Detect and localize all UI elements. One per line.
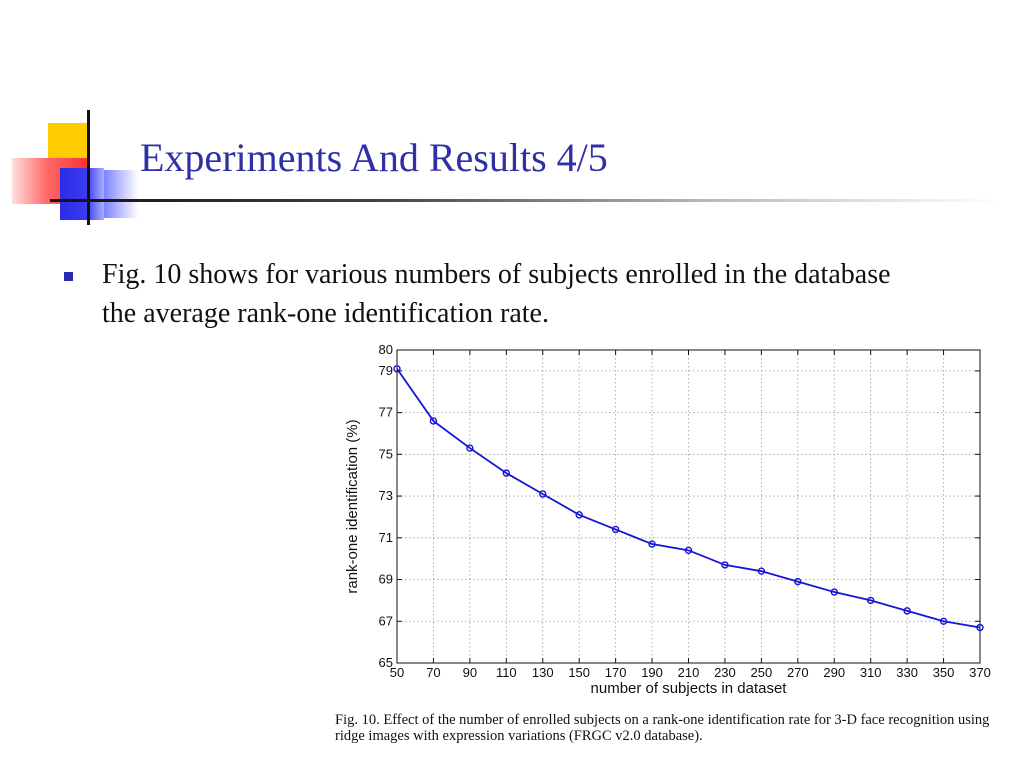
x-tick-label: 70 [426, 665, 440, 680]
data-point [611, 525, 620, 534]
x-axis-label: number of subjects in dataset [591, 680, 788, 697]
y-tick-label: 69 [379, 572, 393, 587]
data-point [502, 469, 511, 477]
data-point [757, 567, 766, 575]
figure: 65 67 69 71 73 75 77 79 80 50 70 90 110 130 150 170 190… [335, 340, 1015, 765]
y-axis-label: rank-one identification (%) [344, 419, 361, 593]
bullet-square-icon [64, 272, 73, 281]
y-tick-label: 75 [379, 446, 393, 461]
x-tick-label: 370 [969, 665, 991, 680]
decoration-vertical-line [87, 110, 90, 225]
x-tick-label: 250 [751, 665, 773, 680]
title-underline [50, 199, 1000, 202]
x-tick-label: 270 [787, 665, 809, 680]
data-point [830, 588, 838, 596]
series-markers [393, 365, 984, 632]
x-tick-label: 310 [860, 665, 882, 680]
data-point [684, 546, 693, 555]
grid-lines [397, 350, 980, 663]
x-tick-label: 330 [896, 665, 918, 680]
bullet-text: Fig. 10 shows for various numbers of sub… [102, 259, 891, 329]
x-tick-label: 110 [496, 665, 517, 680]
x-tick-label: 190 [641, 665, 663, 680]
x-tick-label: 350 [933, 665, 955, 680]
decoration-blue-fade [104, 170, 138, 218]
x-tick-label: 50 [390, 665, 404, 680]
data-point [976, 623, 984, 632]
data-point [939, 617, 948, 625]
data-point [466, 444, 474, 452]
x-tick-label: 170 [605, 665, 627, 680]
data-point [903, 607, 911, 615]
decoration-blue-block [60, 168, 104, 220]
y-tick-label: 77 [379, 405, 393, 420]
data-point [429, 417, 438, 425]
data-point [539, 490, 547, 498]
x-tick-label: 210 [678, 665, 700, 680]
y-axis-ticks: 65 67 69 71 73 75 77 79 80 [379, 342, 980, 670]
y-tick-label: 67 [379, 613, 393, 628]
y-tick-label: 65 [379, 655, 393, 670]
x-tick-label: 90 [463, 665, 477, 680]
series-line [396, 368, 981, 629]
data-point [866, 596, 875, 605]
data-point [393, 365, 401, 373]
y-tick-label: 80 [379, 342, 393, 357]
figure-caption: Fig. 10. Effect of the number of enrolle… [335, 712, 990, 744]
x-tick-label: 290 [823, 665, 845, 680]
y-tick-label: 71 [379, 530, 393, 545]
slide-title: Experiments And Results 4/5 [140, 135, 608, 180]
x-tick-label: 150 [568, 665, 590, 680]
data-point [794, 577, 802, 586]
x-tick-label: 130 [532, 665, 554, 680]
y-tick-label: 73 [379, 488, 393, 503]
data-point [648, 540, 656, 548]
rank-one-chart: 65 67 69 71 73 75 77 79 80 50 70 90 110 130 150 170 190… [344, 342, 991, 697]
slide-decoration [0, 0, 1024, 240]
x-tick-label: 230 [714, 665, 736, 680]
data-point [575, 511, 583, 519]
x-axis-ticks: 50 70 90 110 130 150 170 190 210 230 250 270 290 310 3… [390, 350, 991, 680]
data-point [721, 561, 729, 569]
y-tick-label: 79 [379, 363, 393, 378]
